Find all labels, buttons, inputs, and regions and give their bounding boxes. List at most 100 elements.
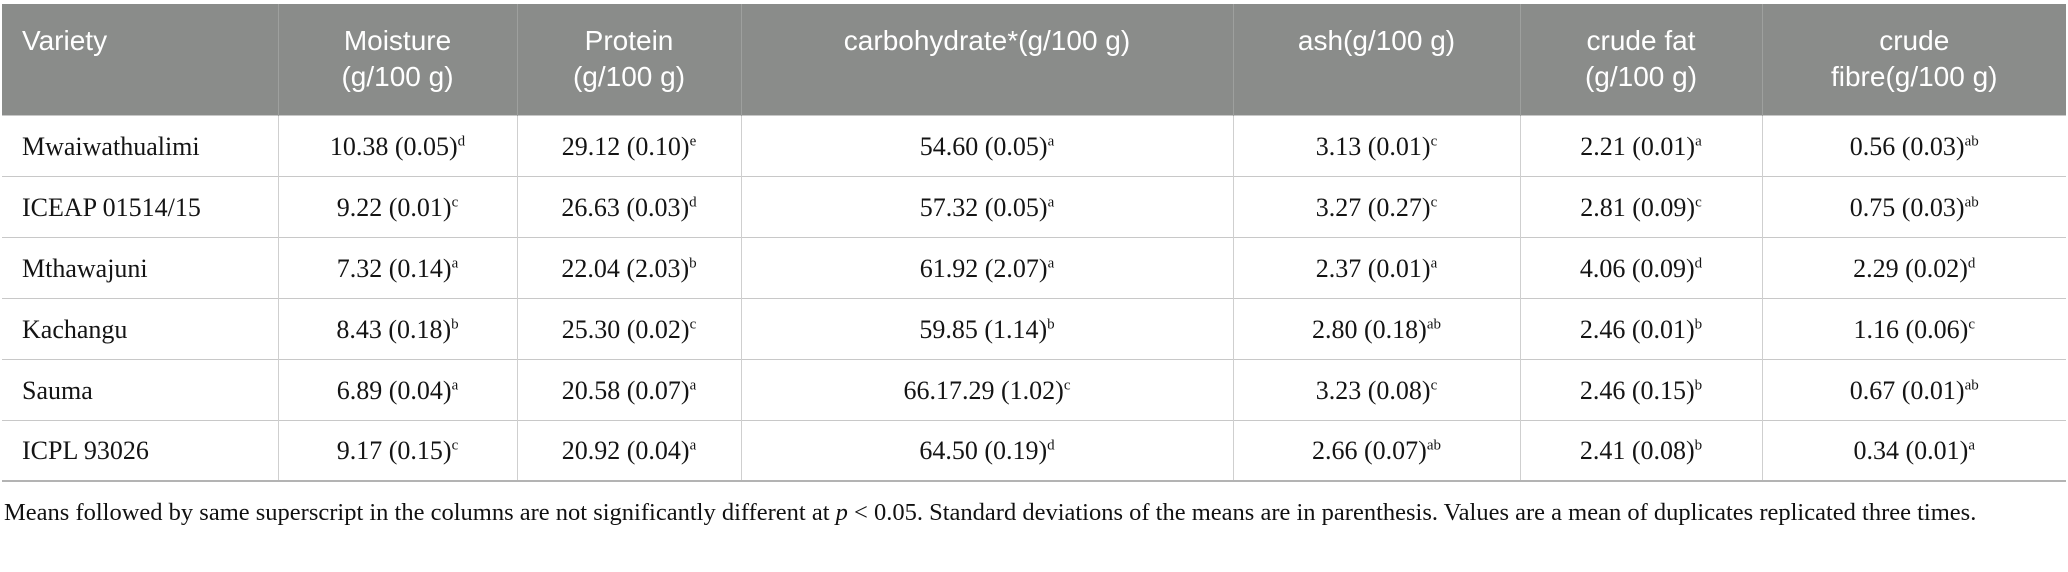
significance-superscript: a [1047,132,1055,149]
value-cell: 2.81 (0.09)c [1519,175,1762,237]
significance-superscript: b [451,315,459,332]
column-header-1: Moisture (g/100 g) [277,4,517,115]
value-cell: 25.30 (0.02)c [516,297,741,359]
value-cell: 20.58 (0.07)a [516,358,741,420]
proximate-composition-table: Variety Moisture (g/100 g) Protein (g/100 g)… [2,4,2066,482]
value-cell: 2.41 (0.08)b [1519,419,1762,482]
significance-superscript: c [1430,376,1438,393]
variety-cell: ICEAP 01514/15 [2,175,278,237]
variety-cell: Mwaiwathualimi [2,114,278,176]
value-cell: 20.92 (0.04)a [516,419,741,482]
significance-superscript: d [689,193,697,210]
column-header-3: carbohydrate*(g/100 g) [740,4,1233,115]
significance-superscript: d [1694,254,1703,271]
significance-superscript: d [1967,254,1976,271]
value-cell: 61.92 (2.07)a [740,236,1233,298]
header-row: Variety Moisture (g/100 g) Protein (g/100 g)… [2,4,2066,115]
value-cell: 0.34 (0.01)a [1761,419,2066,482]
variety-cell: Sauma [2,358,278,420]
significance-superscript: ab [1964,376,1979,393]
significance-superscript: c [689,315,697,332]
value-cell: 7.32 (0.14)a [277,236,517,298]
significance-superscript: b [1694,315,1703,332]
significance-superscript: a [1695,132,1702,149]
table-head: Variety Moisture (g/100 g) Protein (g/100 g)… [2,4,2066,115]
table-row: Kachangu 8.43 (0.18)b 25.30 (0.02)c 59.85 (… [2,297,2066,359]
significance-superscript: b [689,254,697,271]
significance-superscript: c [1968,315,1975,332]
value-cell: 29.12 (0.10)e [516,114,741,176]
significance-superscript: ab [1426,437,1441,454]
value-cell: 3.23 (0.08)c [1232,358,1520,420]
value-cell: 2.46 (0.15)b [1519,358,1762,420]
column-header-0: Variety [2,4,278,115]
significance-superscript: ab [1426,315,1441,332]
column-header-5: crude fat (g/100 g) [1519,4,1762,115]
value-cell: 0.67 (0.01)ab [1761,358,2066,420]
variety-cell: Mthawajuni [2,236,278,298]
value-cell: 3.27 (0.27)c [1232,175,1520,237]
value-cell: 0.75 (0.03)ab [1761,175,2066,237]
significance-superscript: c [1430,193,1438,210]
table-footnote: Means followed by same superscript in th… [4,494,2062,532]
significance-superscript: b [1047,315,1055,332]
table-row: ICPL 93026 9.17 (0.15)c 20.92 (0.04)a 64.50… [2,419,2066,482]
significance-superscript: b [1694,376,1703,393]
value-cell: 2.37 (0.01)a [1232,236,1520,298]
value-cell: 8.43 (0.18)b [277,297,517,359]
significance-superscript: d [1047,437,1055,454]
value-cell: 10.38 (0.05)d [277,114,517,176]
significance-superscript: a [451,254,459,271]
value-cell: 59.85 (1.14)b [740,297,1233,359]
column-header-2: Protein (g/100 g) [516,4,741,115]
significance-superscript: a [451,376,459,393]
value-cell: 54.60 (0.05)a [740,114,1233,176]
value-cell: 2.80 (0.18)ab [1232,297,1520,359]
footnote-text-after-p: < 0.05. Standard deviations of the means… [847,499,1977,526]
significance-superscript: b [1694,437,1703,454]
value-cell: 9.22 (0.01)c [277,175,517,237]
significance-superscript: c [1430,132,1438,149]
footnote-italic-p: p [835,499,848,526]
significance-superscript: a [1968,437,1975,454]
significance-superscript: a [1430,254,1438,271]
significance-superscript: a [689,437,697,454]
value-cell: 2.21 (0.01)a [1519,114,1762,176]
value-cell: 4.06 (0.09)d [1519,236,1762,298]
significance-superscript: c [451,193,459,210]
value-cell: 64.50 (0.19)d [740,419,1233,482]
significance-superscript: ab [1964,193,1979,210]
table-row: ICEAP 01514/15 9.22 (0.01)c 26.63 (0.03)d 5… [2,175,2066,237]
value-cell: 2.46 (0.01)b [1519,297,1762,359]
significance-superscript: a [689,376,697,393]
value-cell: 9.17 (0.15)c [277,419,517,482]
table-row: Mwaiwathualimi 10.38 (0.05)d 29.12 (0.10)e… [2,114,2066,176]
variety-cell: Kachangu [2,297,278,359]
footnote-text-before-p: Means followed by same superscript in th… [4,499,836,526]
significance-superscript: a [1047,193,1055,210]
significance-superscript: c [1695,193,1702,210]
value-cell: 22.04 (2.03)b [516,236,741,298]
significance-superscript: ab [1964,132,1979,149]
table-row: Mthawajuni 7.32 (0.14)a 22.04 (2.03)b 61.92… [2,236,2066,298]
column-header-6: crude fibre(g/100 g) [1761,4,2066,115]
value-cell: 2.29 (0.02)d [1761,236,2066,298]
significance-superscript: a [1047,254,1055,271]
value-cell: 57.32 (0.05)a [740,175,1233,237]
table-row: Sauma 6.89 (0.04)a 20.58 (0.07)a 66.17.29 (… [2,358,2066,420]
significance-superscript: c [451,437,459,454]
table-body: Mwaiwathualimi 10.38 (0.05)d 29.12 (0.10)e… [2,114,2066,482]
value-cell: 26.63 (0.03)d [516,175,741,237]
significance-superscript: c [1063,376,1071,393]
significance-superscript: e [689,132,697,149]
column-header-4: ash(g/100 g) [1232,4,1520,115]
proximate-composition-table-container: Variety Moisture (g/100 g) Protein (g/100 g)… [2,4,2066,482]
value-cell: 0.56 (0.03)ab [1761,114,2066,176]
value-cell: 2.66 (0.07)ab [1232,419,1520,482]
variety-cell: ICPL 93026 [2,419,278,482]
value-cell: 1.16 (0.06)c [1761,297,2066,359]
significance-superscript: d [457,132,466,149]
value-cell: 6.89 (0.04)a [277,358,517,420]
value-cell: 3.13 (0.01)c [1232,114,1520,176]
value-cell: 66.17.29 (1.02)c [740,358,1233,420]
